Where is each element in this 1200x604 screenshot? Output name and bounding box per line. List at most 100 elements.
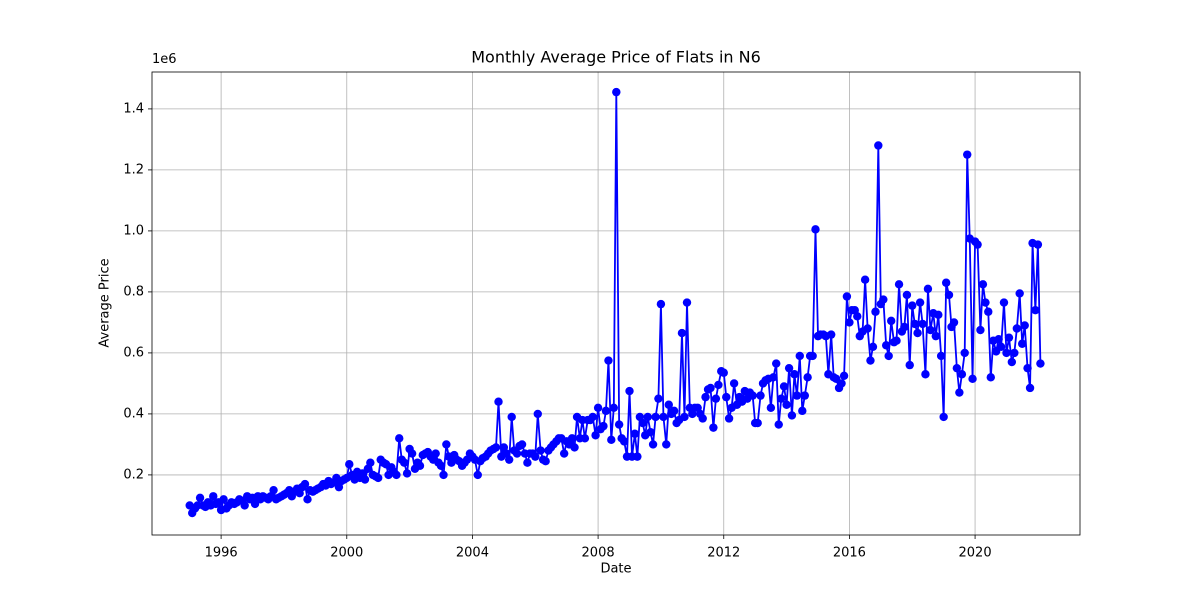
data-point (908, 301, 917, 310)
data-point (1002, 348, 1011, 358)
data-point (769, 373, 778, 382)
data-point (630, 429, 640, 438)
data-point (1010, 348, 1019, 358)
x-tick-label: 2016 (833, 546, 866, 561)
data-point (638, 418, 647, 428)
data-point (706, 383, 715, 393)
data-point (709, 423, 718, 432)
data-point (918, 319, 927, 329)
data-point (910, 319, 919, 329)
data-point (619, 437, 629, 446)
y-axis-label: Average Price (98, 258, 113, 347)
plot-frame (151, 71, 1081, 536)
data-point (662, 440, 671, 449)
data-point (984, 307, 993, 316)
data-point (894, 280, 904, 289)
y-tick-label: 0.2 (123, 467, 144, 482)
y-tick-label: 1.4 (123, 101, 144, 116)
data-point (886, 316, 896, 326)
data-point (915, 298, 925, 307)
data-point (949, 318, 959, 327)
data-point (803, 373, 812, 382)
data-point (633, 452, 642, 461)
data-point (507, 412, 516, 422)
data-point (195, 493, 205, 502)
data-point (782, 400, 791, 409)
data-point (651, 412, 660, 422)
data-point (659, 412, 668, 422)
data-point (986, 373, 995, 382)
data-point (753, 418, 762, 428)
data-point (926, 325, 935, 335)
data-point (588, 412, 597, 422)
data-point (1004, 333, 1014, 342)
x-tick-label: 2012 (707, 546, 740, 561)
data-point (1017, 339, 1027, 348)
data-point (402, 469, 412, 478)
data-point (756, 391, 765, 400)
data-point (580, 434, 590, 443)
y-tick-label: 0.4 (123, 406, 144, 421)
data-point (722, 392, 731, 402)
data-point (868, 342, 878, 352)
data-point (360, 475, 370, 484)
data-point (921, 370, 930, 379)
data-point (591, 431, 600, 440)
data-point (871, 307, 880, 316)
data-point (1023, 363, 1032, 373)
data-point (625, 386, 634, 396)
x-tick-label: 2000 (330, 546, 363, 561)
data-point (614, 420, 624, 429)
data-point (952, 363, 962, 373)
data-point (905, 360, 914, 370)
data-point (779, 382, 789, 391)
data-point (842, 292, 852, 301)
data-point (536, 446, 545, 455)
data-point (936, 351, 946, 361)
data-point (892, 336, 901, 345)
data-point (874, 141, 883, 150)
data-point (436, 461, 446, 470)
data-point (415, 461, 425, 470)
data-point (787, 411, 797, 420)
data-point (711, 394, 721, 403)
data-point (845, 318, 854, 327)
data-point (392, 470, 401, 480)
y-offset-label: 1e6 (152, 52, 177, 67)
data-point (664, 400, 673, 409)
x-tick-label: 2004 (456, 546, 489, 561)
data-point (777, 394, 786, 403)
data-point (957, 370, 967, 379)
tick-layer: 1996 2000 2004 2008 2012 2016 2020 0.2 0.4 0.6 0.8… (123, 101, 991, 560)
data-point (913, 328, 922, 338)
data-point (300, 479, 310, 489)
data-layer (185, 87, 1045, 518)
data-point (303, 495, 312, 504)
data-point (973, 240, 982, 249)
data-point (648, 440, 658, 449)
data-point (269, 485, 278, 495)
data-point (1020, 321, 1029, 330)
data-point (900, 322, 909, 332)
data-point (593, 403, 603, 413)
data-point (860, 275, 870, 284)
data-point (607, 435, 616, 445)
data-point (839, 371, 849, 380)
data-point (682, 298, 692, 307)
data-point (601, 406, 611, 416)
data-point (1025, 383, 1035, 393)
data-point (881, 341, 891, 350)
data-point (772, 359, 781, 368)
data-point (567, 434, 577, 443)
data-point (774, 420, 783, 429)
data-point (654, 394, 663, 403)
x-tick-label: 1996 (205, 546, 238, 561)
data-point (523, 458, 532, 467)
data-point (701, 392, 710, 402)
data-point (792, 391, 802, 400)
data-point (941, 278, 951, 287)
data-point (800, 391, 810, 400)
data-point (698, 414, 707, 423)
data-point (533, 409, 542, 419)
